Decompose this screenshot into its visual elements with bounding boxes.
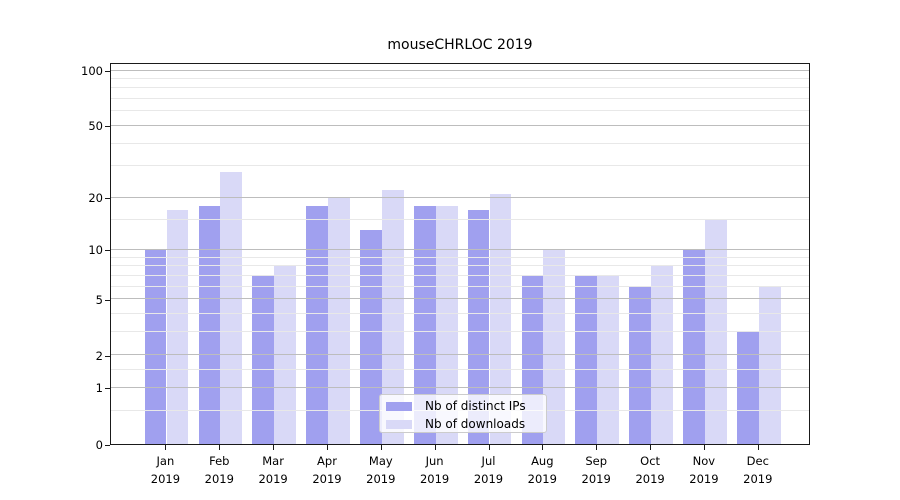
minor-gridline [111, 77, 809, 79]
y-tick-label-2: 2 [95, 348, 103, 363]
x-tick-mark [757, 445, 759, 450]
y-tick-mark [105, 250, 110, 252]
x-tick-mark [165, 445, 167, 450]
y-tick-mark [105, 444, 110, 446]
x-tick-mark [542, 445, 544, 450]
y-tick-label-10: 10 [88, 243, 103, 258]
x-tick-mark [703, 445, 705, 450]
legend-label-downloads: Nb of downloads [425, 417, 526, 431]
x-tick-label-sep: Sep 2019 [581, 454, 611, 486]
x-tick-mark [434, 445, 436, 450]
y-tick-label-0: 0 [95, 437, 103, 452]
major-gridline [111, 69, 809, 71]
y-tick-label-20: 20 [88, 191, 103, 206]
chart-title: mouseCHRLOC 2019 [387, 37, 533, 53]
bar-distinct-ips-feb [198, 205, 221, 444]
legend-swatch-distinct-ips [386, 401, 412, 411]
bar-downloads-jul [489, 193, 512, 444]
y-tick-label-50: 50 [88, 119, 103, 134]
minor-gridline [111, 142, 809, 144]
bar-distinct-ips-jan [144, 249, 167, 444]
bar-downloads-feb [220, 171, 243, 444]
x-tick-mark [488, 445, 490, 450]
x-tick-label-feb: Feb 2019 [204, 454, 234, 486]
y-tick-mark [105, 299, 110, 301]
x-tick-label-may: May 2019 [366, 454, 396, 486]
y-tick-mark [105, 388, 110, 390]
x-tick-mark [219, 445, 221, 450]
bar-downloads-sep [597, 275, 620, 444]
x-tick-label-dec: Dec 2019 [743, 454, 773, 486]
x-tick-label-jan: Jan 2019 [150, 454, 181, 486]
bar-distinct-ips-dec [737, 331, 759, 444]
y-tick-label-1: 1 [95, 381, 103, 396]
legend-swatch-downloads [386, 419, 412, 429]
x-tick-label-oct: Oct 2019 [635, 454, 665, 486]
y-tick-mark [105, 126, 110, 128]
legend-entry-downloads: Nb of downloads [386, 415, 546, 433]
bar-downloads-jan [166, 210, 189, 444]
bar-downloads-dec [758, 286, 781, 444]
minor-gridline [111, 330, 809, 332]
x-tick-label-jun: Jun 2019 [419, 454, 450, 486]
y-tick-mark [105, 198, 110, 200]
bar-distinct-ips-oct [629, 286, 652, 444]
major-gridline [111, 298, 809, 299]
legend-entry-distinct-ips: Nb of distinct IPs [386, 397, 546, 415]
minor-gridline [111, 274, 809, 276]
x-tick-label-apr: Apr 2019 [312, 454, 342, 486]
minor-gridline [111, 256, 809, 258]
minor-gridline [111, 87, 809, 89]
y-tick-label-5: 5 [95, 292, 103, 307]
major-gridline [111, 248, 809, 250]
plot-area: Nb of distinct IPs Nb of downloads [110, 63, 810, 445]
bar-distinct-ips-may [360, 230, 382, 444]
y-tick-mark [105, 71, 110, 72]
major-gridline [111, 354, 809, 356]
minor-gridline [111, 285, 809, 287]
minor-gridline [111, 368, 809, 370]
minor-gridline [111, 265, 809, 267]
x-tick-mark [650, 445, 652, 450]
bar-downloads-may [381, 190, 404, 444]
x-tick-label-jul: Jul 2019 [473, 454, 504, 486]
bar-distinct-ips-apr [306, 205, 328, 444]
minor-gridline [111, 218, 809, 220]
bar-distinct-ips-nov [683, 249, 705, 444]
minor-gridline [111, 110, 809, 112]
minor-gridline [111, 165, 809, 167]
y-tick-mark [105, 355, 110, 357]
major-gridline [111, 196, 809, 198]
x-tick-mark [596, 445, 598, 450]
x-tick-label-nov: Nov 2019 [689, 454, 719, 486]
x-tick-mark [380, 445, 382, 450]
legend-label-distinct-ips: Nb of distinct IPs [425, 399, 526, 413]
minor-gridline [111, 98, 809, 99]
bar-downloads-apr [328, 197, 350, 444]
bar-distinct-ips-jul [467, 210, 490, 444]
x-tick-mark [273, 445, 275, 450]
bar-distinct-ips-mar [252, 275, 275, 444]
y-tick-label-100: 100 [81, 64, 103, 78]
legend: Nb of distinct IPs Nb of downloads [379, 394, 547, 433]
major-gridline [111, 386, 809, 388]
minor-gridline [111, 312, 809, 314]
x-tick-label-aug: Aug 2019 [527, 454, 557, 486]
x-tick-label-mar: Mar 2019 [258, 454, 288, 486]
bar-distinct-ips-sep [575, 275, 598, 444]
x-tick-mark [327, 445, 328, 450]
major-gridline [111, 124, 809, 126]
